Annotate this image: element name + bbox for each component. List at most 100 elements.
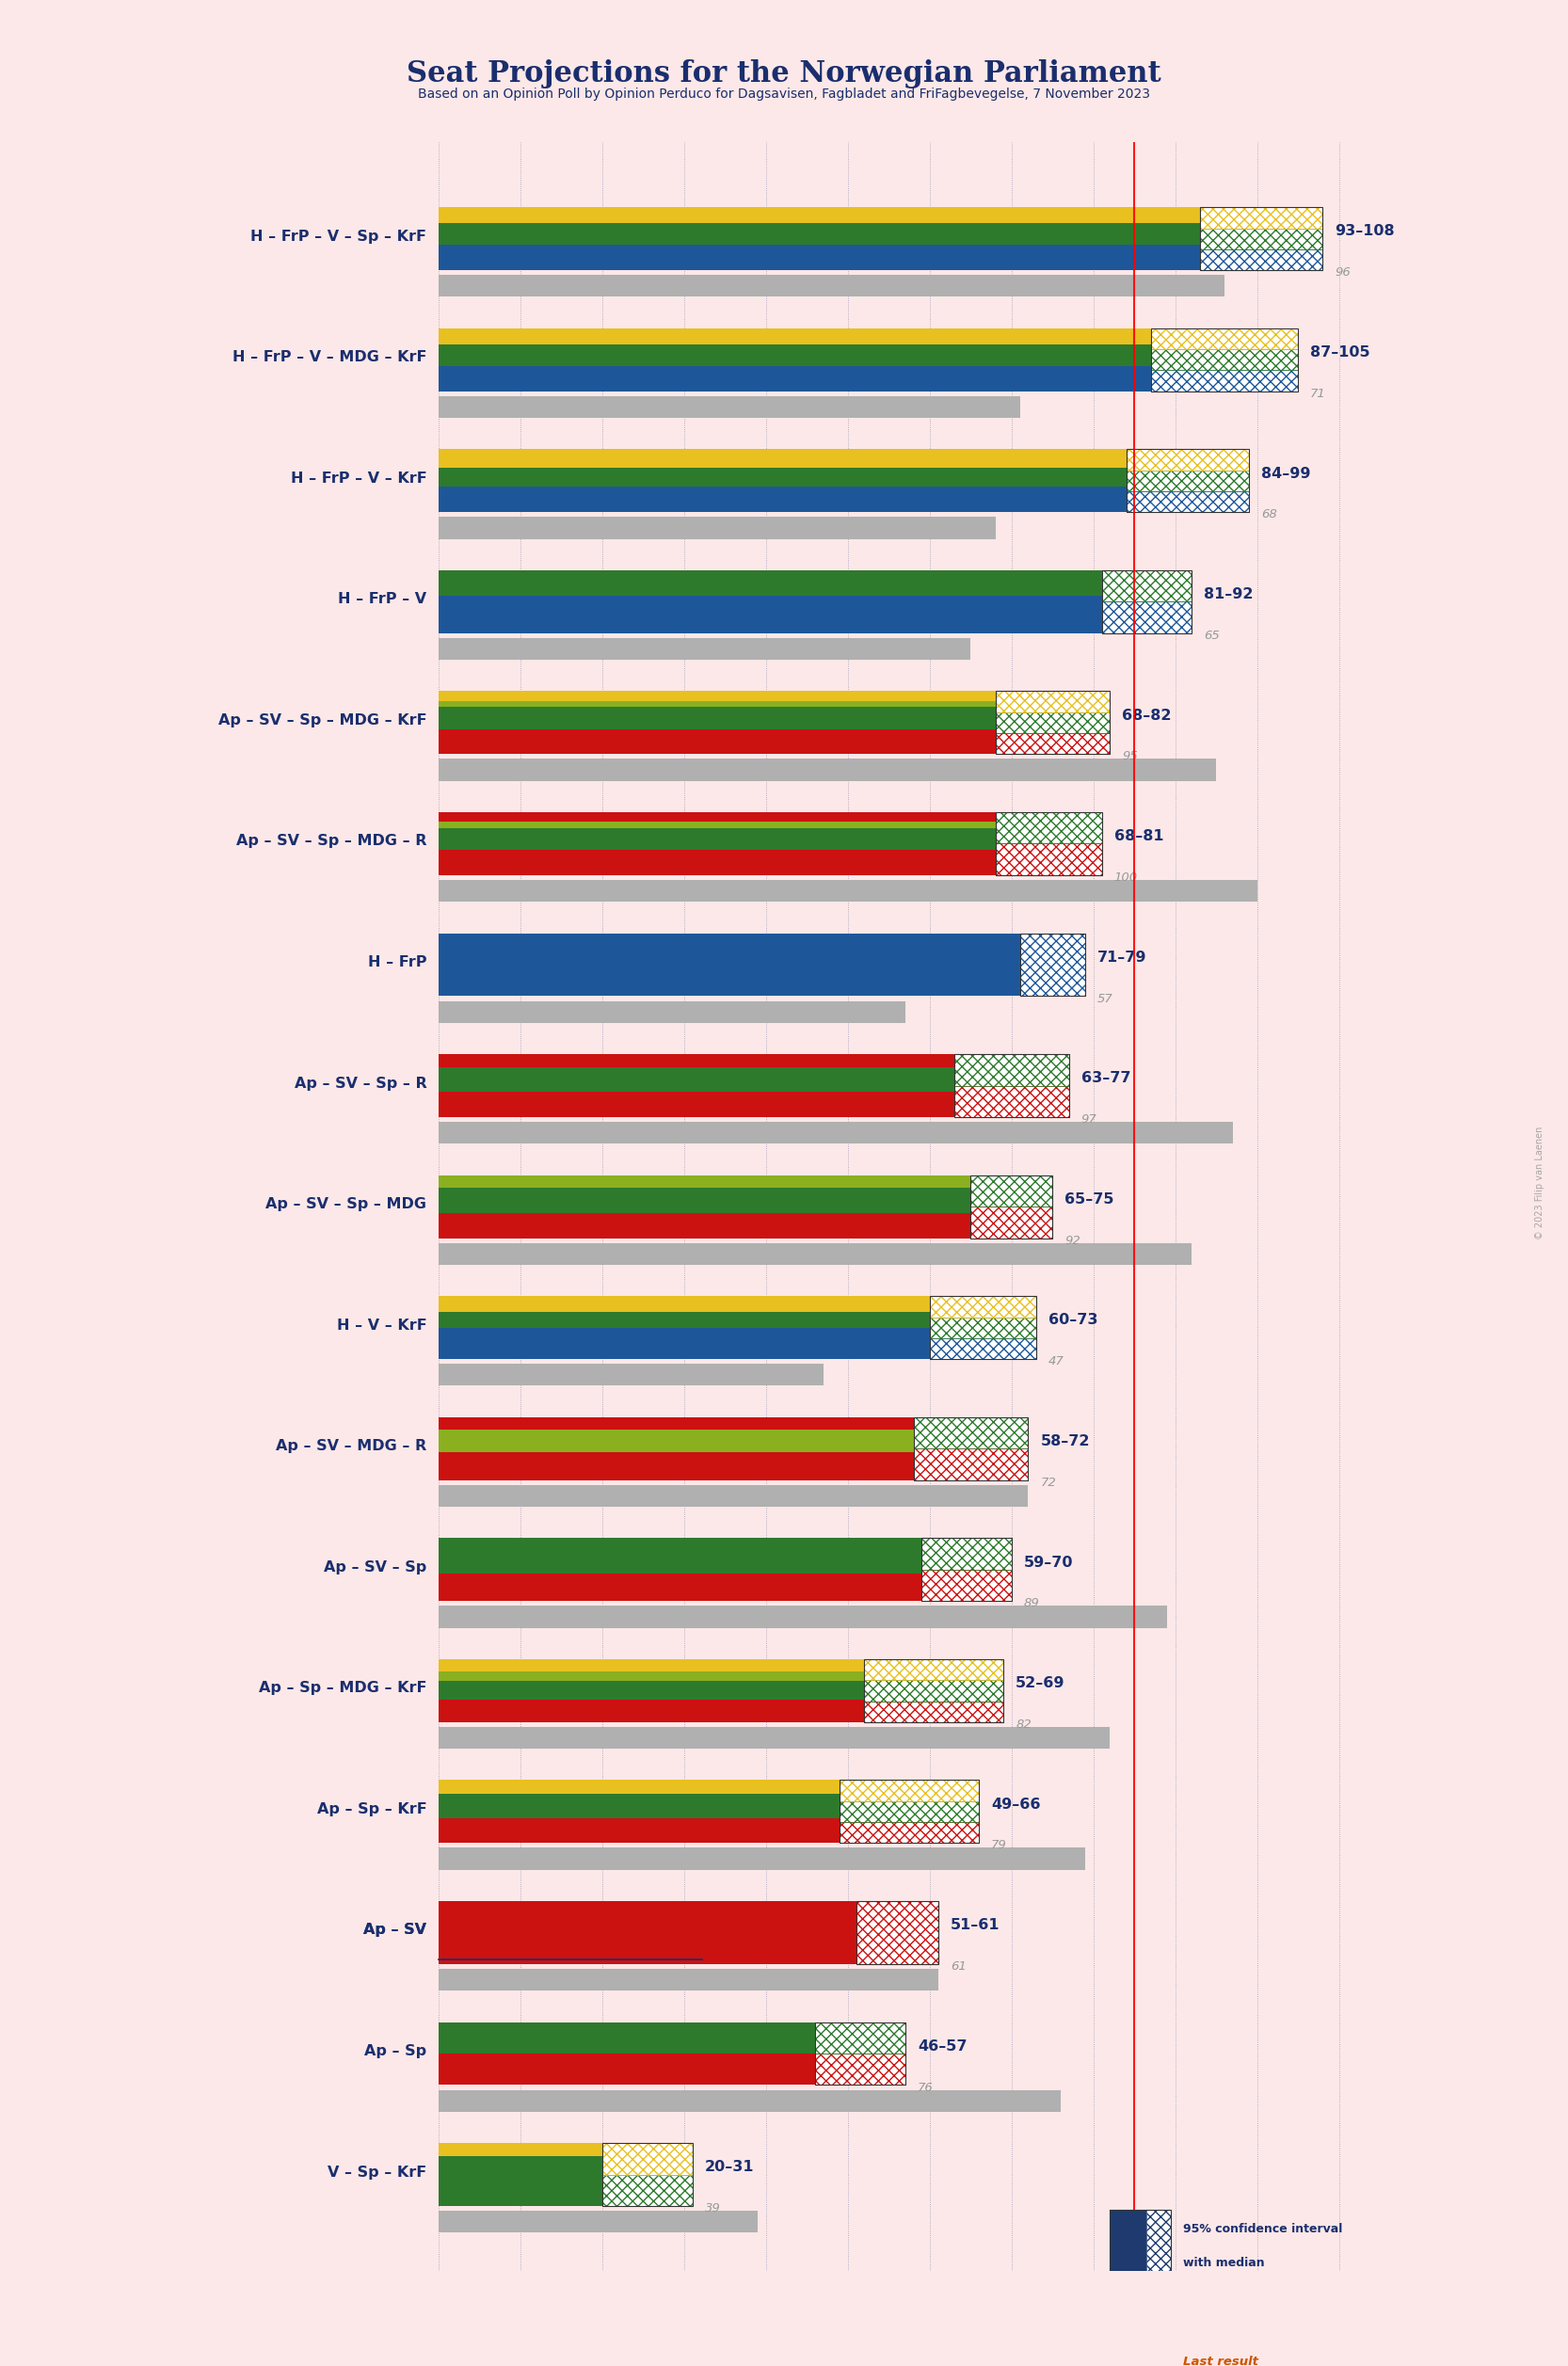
Bar	[856, 1902, 938, 1964]
Bar	[1151, 350, 1298, 369]
Bar	[439, 1793, 840, 1817]
Bar	[439, 821, 996, 828]
Bar	[439, 1242, 1192, 1266]
Text: 92: 92	[1065, 1235, 1080, 1247]
Bar	[840, 1822, 978, 1843]
Text: 52–69: 52–69	[1016, 1675, 1065, 1689]
Text: 72: 72	[1040, 1476, 1057, 1488]
Bar	[439, 2089, 1062, 2110]
Bar	[996, 691, 1110, 712]
Text: H – FrP – V – MDG – KrF: H – FrP – V – MDG – KrF	[232, 350, 426, 364]
Bar	[439, 596, 1102, 599]
Bar	[439, 828, 996, 849]
Bar	[922, 1538, 1011, 1569]
Text: 57: 57	[1098, 991, 1113, 1006]
Bar	[439, 1216, 971, 1237]
Text: 97: 97	[1082, 1114, 1098, 1126]
Bar	[1146, 2210, 1171, 2274]
Text: 47: 47	[1049, 1356, 1065, 1368]
Bar	[1110, 2210, 1171, 2274]
Bar	[1126, 492, 1250, 511]
Text: 82: 82	[1016, 1718, 1032, 1730]
Bar	[439, 1727, 1110, 1748]
Bar	[840, 1779, 978, 1801]
Text: Ap – Sp – KrF: Ap – Sp – KrF	[317, 1803, 426, 1817]
Bar	[439, 854, 996, 875]
Bar	[922, 1569, 1011, 1602]
Text: 87–105: 87–105	[1311, 345, 1370, 360]
Bar	[1110, 2210, 1146, 2274]
Bar	[439, 450, 1126, 461]
Text: Seat Projections for the Norwegian Parliament: Seat Projections for the Norwegian Parli…	[406, 59, 1162, 88]
Bar	[971, 1207, 1052, 1237]
Text: 58–72: 58–72	[1040, 1434, 1090, 1448]
Bar	[439, 1363, 823, 1386]
Bar	[439, 570, 1102, 596]
Bar	[1200, 227, 1322, 248]
Text: H – FrP – V: H – FrP – V	[339, 592, 426, 606]
Text: Ap – SV – MDG – R: Ap – SV – MDG – R	[276, 1439, 426, 1453]
Bar	[815, 2054, 905, 2084]
Bar	[439, 1902, 856, 1924]
Bar	[439, 1429, 914, 1453]
Bar	[439, 246, 1200, 270]
Text: 93–108: 93–108	[1334, 225, 1394, 239]
Bar	[996, 845, 1102, 875]
Text: 60–73: 60–73	[1049, 1313, 1098, 1327]
Bar	[439, 1297, 930, 1306]
Text: V – Sp – KrF: V – Sp – KrF	[328, 2165, 426, 2179]
Text: Ap – SV – Sp – MDG – KrF: Ap – SV – Sp – MDG – KrF	[218, 712, 426, 726]
Text: Ap – SV – Sp: Ap – SV – Sp	[325, 1559, 426, 1573]
Bar	[1151, 329, 1298, 390]
Bar	[439, 343, 1151, 367]
Bar	[864, 1680, 1004, 1701]
Bar	[439, 487, 1126, 511]
Bar	[1102, 570, 1192, 601]
Bar	[439, 1969, 938, 1990]
Bar	[439, 1817, 840, 1843]
Bar	[439, 1001, 905, 1022]
Bar	[914, 1417, 1029, 1481]
Bar	[1151, 369, 1298, 390]
Bar	[439, 729, 996, 731]
Bar	[439, 1214, 971, 1216]
Bar	[439, 1176, 971, 1188]
Bar	[930, 1318, 1036, 1339]
Bar	[439, 759, 1217, 781]
Bar	[439, 468, 1126, 487]
Bar	[864, 1701, 1004, 1722]
Bar	[996, 691, 1110, 712]
Bar	[439, 218, 1200, 222]
Bar	[439, 1455, 914, 1481]
Text: 71–79: 71–79	[1098, 951, 1148, 965]
Bar	[439, 1701, 864, 1722]
Bar	[1200, 208, 1322, 227]
Bar	[1146, 2210, 1171, 2274]
Bar	[439, 1306, 930, 1311]
Bar	[930, 1339, 1036, 1358]
Bar	[1200, 248, 1322, 270]
Bar	[914, 1448, 1029, 1481]
Bar	[439, 518, 996, 539]
Bar	[439, 1095, 955, 1117]
Bar	[996, 812, 1102, 875]
Text: Based on an Opinion Poll by Opinion Perduco for Dagsavisen, Fagbladet and FriFag: Based on an Opinion Poll by Opinion Perd…	[419, 88, 1149, 102]
Bar	[439, 2155, 602, 2177]
Bar	[864, 1659, 1004, 1680]
Bar	[439, 2023, 815, 2054]
Bar	[930, 1297, 1036, 1318]
Bar	[971, 1176, 1052, 1207]
Bar	[439, 1924, 856, 1964]
Bar	[1200, 208, 1322, 227]
Bar	[971, 1176, 1052, 1207]
Text: 65: 65	[1204, 629, 1220, 641]
Text: 89: 89	[1024, 1597, 1040, 1609]
Bar	[439, 1055, 955, 1067]
Bar	[1151, 329, 1298, 350]
Bar	[602, 2144, 693, 2205]
Text: Ap – SV – Sp – R: Ap – SV – Sp – R	[295, 1077, 426, 1091]
Bar	[439, 639, 971, 660]
Bar	[815, 2023, 905, 2054]
Text: 20–31: 20–31	[706, 2160, 754, 2174]
Bar	[1019, 932, 1085, 996]
